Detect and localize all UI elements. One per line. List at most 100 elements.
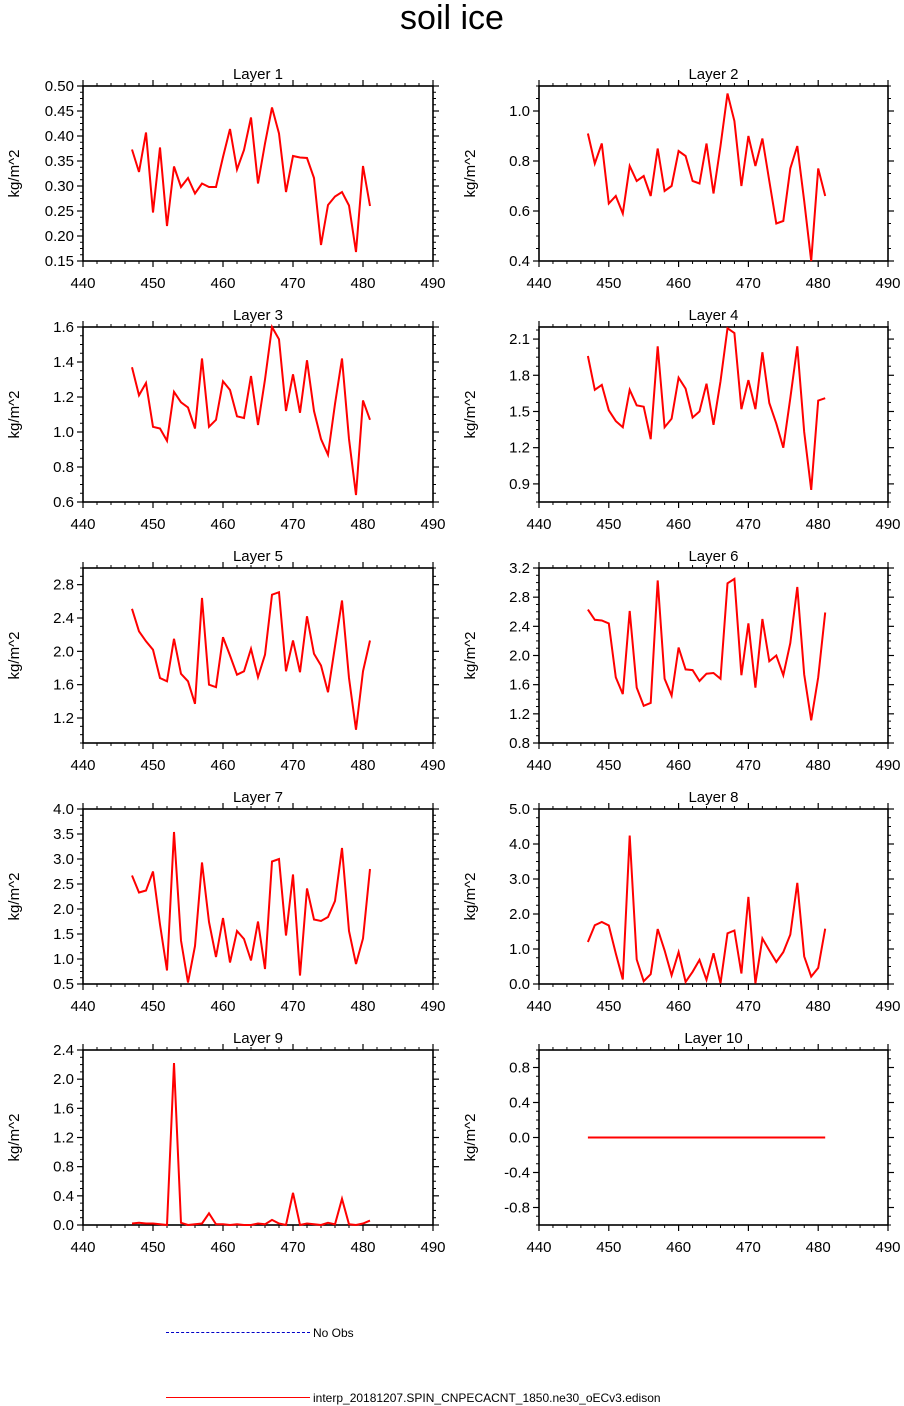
y-axis-label: kg/m^2	[462, 391, 479, 439]
y-tick-label: 2.8	[53, 577, 74, 594]
plot-frame	[82, 85, 434, 262]
series-line	[131, 323, 371, 496]
chart-title: Layer 10	[684, 1030, 742, 1047]
y-tick-label: 4.0	[509, 836, 530, 853]
chart-title: Layer 4	[688, 307, 738, 324]
y-tick-label: 2.0	[509, 906, 530, 923]
y-tick-label: 0.15	[45, 253, 74, 270]
chart-title: Layer 8	[688, 789, 738, 806]
x-tick-label: 440	[70, 275, 95, 292]
series-line	[587, 577, 827, 721]
y-tick-label: -0.4	[504, 1165, 530, 1182]
y-tick-label: 1.5	[53, 926, 74, 943]
x-tick-label: 490	[420, 516, 445, 533]
y-tick-label: 2.0	[509, 648, 530, 665]
y-tick-label: 1.2	[509, 440, 530, 457]
x-tick-label: 480	[806, 757, 831, 774]
x-tick-label: 450	[140, 1239, 165, 1256]
x-tick-label: 440	[526, 757, 551, 774]
x-tick-label: 470	[736, 757, 761, 774]
x-tick-label: 460	[666, 275, 691, 292]
x-tick-label: 460	[666, 516, 691, 533]
x-tick-label: 450	[596, 998, 621, 1015]
y-tick-label: 1.6	[53, 677, 74, 694]
series-line	[131, 107, 371, 253]
chart-panel: Layer 10 kg/m^2 440 450 460 470 480 490 -0.8 -0.4…	[462, 1030, 901, 1256]
y-tick-label: 2.5	[53, 876, 74, 893]
y-axis-label: kg/m^2	[6, 150, 23, 198]
y-tick-label: 2.8	[509, 589, 530, 606]
x-tick-label: 450	[596, 516, 621, 533]
chart-title: Layer 2	[688, 66, 738, 83]
x-tick-label: 460	[666, 1239, 691, 1256]
y-tick-label: 0.45	[45, 103, 74, 120]
y-tick-label: 2.4	[53, 610, 74, 627]
x-tick-label: 490	[875, 998, 900, 1015]
x-tick-label: 460	[210, 516, 235, 533]
y-tick-label: 1.2	[53, 710, 74, 727]
y-tick-label: 2.0	[53, 901, 74, 918]
chart-panel: Layer 1 kg/m^2 440 450 460 470 480 490 0.15 0.20 0…	[6, 66, 446, 292]
x-tick-label: 460	[210, 998, 235, 1015]
x-tick-label: 470	[736, 1239, 761, 1256]
series-line	[131, 831, 371, 983]
y-tick-label: 0.8	[509, 735, 530, 752]
x-tick-label: 480	[806, 275, 831, 292]
x-tick-label: 470	[736, 998, 761, 1015]
chart-title: Layer 1	[233, 66, 283, 83]
x-tick-label: 490	[420, 275, 445, 292]
x-tick-label: 470	[280, 516, 305, 533]
x-tick-label: 450	[596, 757, 621, 774]
y-tick-label: 0.4	[509, 1095, 530, 1112]
x-tick-label: 470	[280, 998, 305, 1015]
x-tick-label: 480	[806, 998, 831, 1015]
x-tick-label: 460	[666, 757, 691, 774]
x-tick-label: 470	[736, 275, 761, 292]
x-tick-label: 490	[420, 1239, 445, 1256]
series-line	[586, 93, 827, 262]
y-tick-label: 1.0	[509, 103, 530, 120]
chart-title: Layer 5	[233, 548, 283, 565]
y-tick-label: 1.2	[509, 706, 530, 723]
plot-frame	[538, 326, 889, 503]
y-tick-label: 1.0	[53, 951, 74, 968]
y-tick-label: 1.6	[53, 319, 74, 336]
y-tick-label: 0.30	[45, 178, 74, 195]
plot-frame	[538, 567, 889, 744]
x-tick-label: 480	[350, 757, 375, 774]
y-tick-label: 0.0	[509, 1130, 530, 1147]
x-tick-label: 450	[140, 998, 165, 1015]
chart-panel: Layer 4 kg/m^2 440 450 460 470 480 490 0.9 1.2 1.5…	[462, 307, 901, 533]
main-title: soil ice	[400, 0, 504, 37]
x-tick-label: 460	[210, 275, 235, 292]
x-tick-label: 480	[806, 516, 831, 533]
x-tick-label: 480	[350, 275, 375, 292]
x-tick-label: 480	[350, 516, 375, 533]
y-tick-label: 0.0	[509, 976, 530, 993]
y-tick-label: 0.35	[45, 153, 74, 170]
series-line	[131, 590, 371, 730]
x-tick-label: 450	[596, 1239, 621, 1256]
x-tick-label: 490	[420, 998, 445, 1015]
x-tick-label: 470	[280, 757, 305, 774]
x-tick-label: 460	[666, 998, 691, 1015]
chart-panel: Layer 7 kg/m^2 440 450 460 470 480 490 0.5 1.0 1.5…	[6, 789, 446, 1015]
y-tick-label: 2.4	[53, 1042, 74, 1059]
y-axis-label: kg/m^2	[6, 873, 23, 921]
y-tick-label: 1.4	[53, 354, 74, 371]
y-tick-label: 3.5	[53, 826, 74, 843]
x-tick-label: 460	[210, 757, 235, 774]
chart-panel: Layer 9 kg/m^2 440 450 460 470 480 490 0.0 0.4 0.8…	[6, 1030, 446, 1256]
y-axis-label: kg/m^2	[6, 632, 23, 680]
y-tick-label: 3.0	[53, 851, 74, 868]
y-tick-label: 3.2	[509, 560, 530, 577]
y-tick-label: 0.20	[45, 228, 74, 245]
x-tick-label: 470	[736, 516, 761, 533]
x-tick-label: 480	[806, 1239, 831, 1256]
y-tick-label: 0.4	[53, 1188, 74, 1205]
plot-frame	[82, 567, 434, 744]
chart-panel: Layer 2 kg/m^2 440 450 460 470 480 490 0.4 0.6 0.8…	[462, 66, 901, 292]
x-tick-label: 440	[526, 516, 551, 533]
x-tick-label: 470	[280, 1239, 305, 1256]
chart-title: Layer 6	[688, 548, 738, 565]
